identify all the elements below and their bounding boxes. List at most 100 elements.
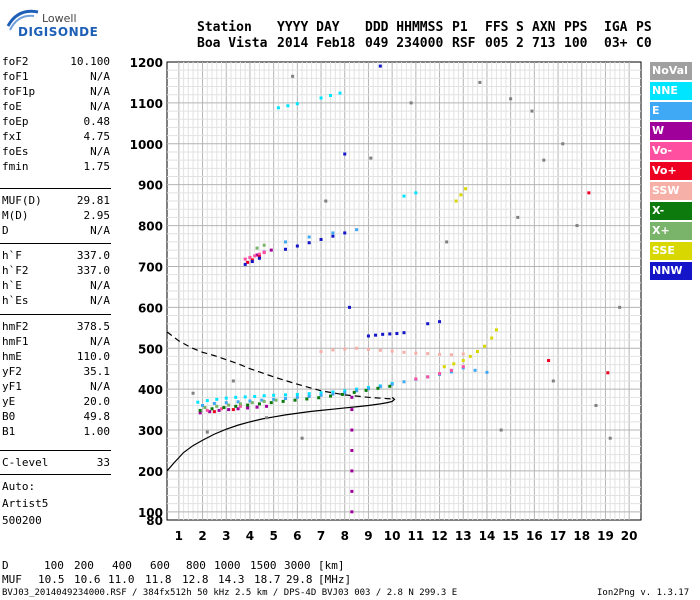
muf-value: 14.3 — [218, 573, 245, 586]
muf-muf-unit: [MHz] — [318, 573, 352, 586]
data-point — [319, 391, 323, 395]
header-label-station: Station — [197, 20, 252, 35]
data-point — [343, 152, 347, 156]
muf-d-value: 800 — [186, 559, 206, 572]
legend-item-w: W — [650, 122, 692, 140]
data-point — [352, 390, 356, 394]
data-point — [414, 377, 418, 381]
param-row: yE 20.0 — [2, 395, 110, 408]
data-point — [618, 305, 622, 309]
data-point — [257, 252, 261, 256]
data-point — [402, 194, 406, 198]
data-point — [260, 398, 264, 402]
legend-item-sse: SSE — [650, 242, 692, 260]
data-point — [388, 332, 392, 336]
data-point — [442, 365, 446, 369]
param-row: foEs N/A — [2, 145, 110, 158]
data-point — [262, 394, 266, 398]
data-point — [291, 74, 295, 78]
divider — [0, 474, 111, 475]
param-row: MUF(D) 29.81 — [2, 194, 110, 207]
data-point — [246, 403, 250, 407]
param-row: foEp 0.48 — [2, 115, 110, 128]
data-point — [234, 395, 238, 399]
y-tick-label: 200 — [138, 465, 163, 479]
header-label-pps: PPS — [564, 20, 588, 35]
data-point — [350, 489, 354, 493]
data-point — [319, 96, 323, 100]
data-point — [274, 398, 278, 402]
data-point — [305, 397, 309, 401]
muf-d-value: 1000 — [214, 559, 241, 572]
data-point — [331, 390, 335, 394]
muf-d-value: 400 — [112, 559, 132, 572]
data-point — [319, 350, 323, 354]
param-row: yF1 N/A — [2, 380, 110, 393]
data-point — [542, 158, 546, 162]
data-point — [343, 389, 347, 393]
data-point — [461, 352, 465, 356]
data-point — [196, 400, 200, 404]
data-point — [402, 350, 406, 354]
data-point — [516, 215, 520, 219]
data-point — [426, 322, 430, 326]
data-point — [307, 392, 311, 396]
header-value-ffs: 005 — [485, 36, 509, 51]
data-point — [191, 391, 195, 395]
x-tick-label: 16 — [526, 529, 543, 543]
virtual-height-dashed-line — [166, 331, 395, 400]
data-point — [452, 362, 456, 366]
data-point — [355, 389, 359, 393]
data-point — [284, 247, 287, 251]
y-tick-label: 600 — [138, 301, 163, 315]
data-point — [530, 109, 534, 113]
data-point — [340, 392, 344, 396]
data-point — [262, 243, 266, 247]
muf-value: 29.8 — [286, 573, 313, 586]
header-label-ps: PS — [636, 20, 652, 35]
muf-value: 18.7 — [254, 573, 281, 586]
param-row: B0 49.8 — [2, 410, 110, 423]
header-value-ps: C0 — [636, 36, 652, 51]
y-tick-label: 1100 — [130, 97, 163, 111]
data-point — [269, 401, 273, 405]
x-tick-label: 8 — [341, 529, 349, 543]
x-tick-label: 18 — [573, 529, 590, 543]
x-tick-label: 4 — [246, 529, 254, 543]
data-point — [295, 102, 299, 106]
data-point — [606, 371, 610, 375]
auto-code: 500200 — [2, 514, 42, 527]
param-row: h`Es N/A — [2, 294, 110, 307]
x-tick-label: 5 — [269, 529, 277, 543]
data-point — [284, 240, 287, 244]
data-point — [355, 228, 359, 232]
data-point — [246, 406, 250, 410]
data-point — [319, 393, 323, 397]
data-point — [222, 406, 226, 410]
muf-d-value: 1500 — [250, 559, 277, 572]
data-point — [608, 436, 612, 440]
data-point — [343, 347, 347, 351]
data-point — [257, 402, 261, 406]
data-point — [575, 224, 579, 228]
muf-value: 12.8 — [182, 573, 209, 586]
param-row: fxI 4.75 — [2, 130, 110, 143]
true-height-profile-line — [166, 396, 396, 472]
data-point — [438, 320, 442, 324]
legend-item-vo-minus: Vo- — [650, 142, 692, 160]
logo-swoosh-icon — [6, 9, 39, 31]
param-row: foF1 N/A — [2, 70, 110, 83]
data-point — [483, 344, 487, 348]
data-point — [329, 394, 333, 398]
x-tick-label: 20 — [621, 529, 638, 543]
data-point — [561, 142, 565, 146]
data-point — [236, 407, 240, 411]
data-point — [449, 370, 453, 374]
x-tick-label: 14 — [479, 529, 496, 543]
data-point — [350, 469, 354, 473]
param-row: hmF2 378.5 — [2, 320, 110, 333]
data-point — [281, 399, 285, 403]
data-point — [286, 104, 290, 108]
header-value-pps: 100 — [564, 36, 588, 51]
